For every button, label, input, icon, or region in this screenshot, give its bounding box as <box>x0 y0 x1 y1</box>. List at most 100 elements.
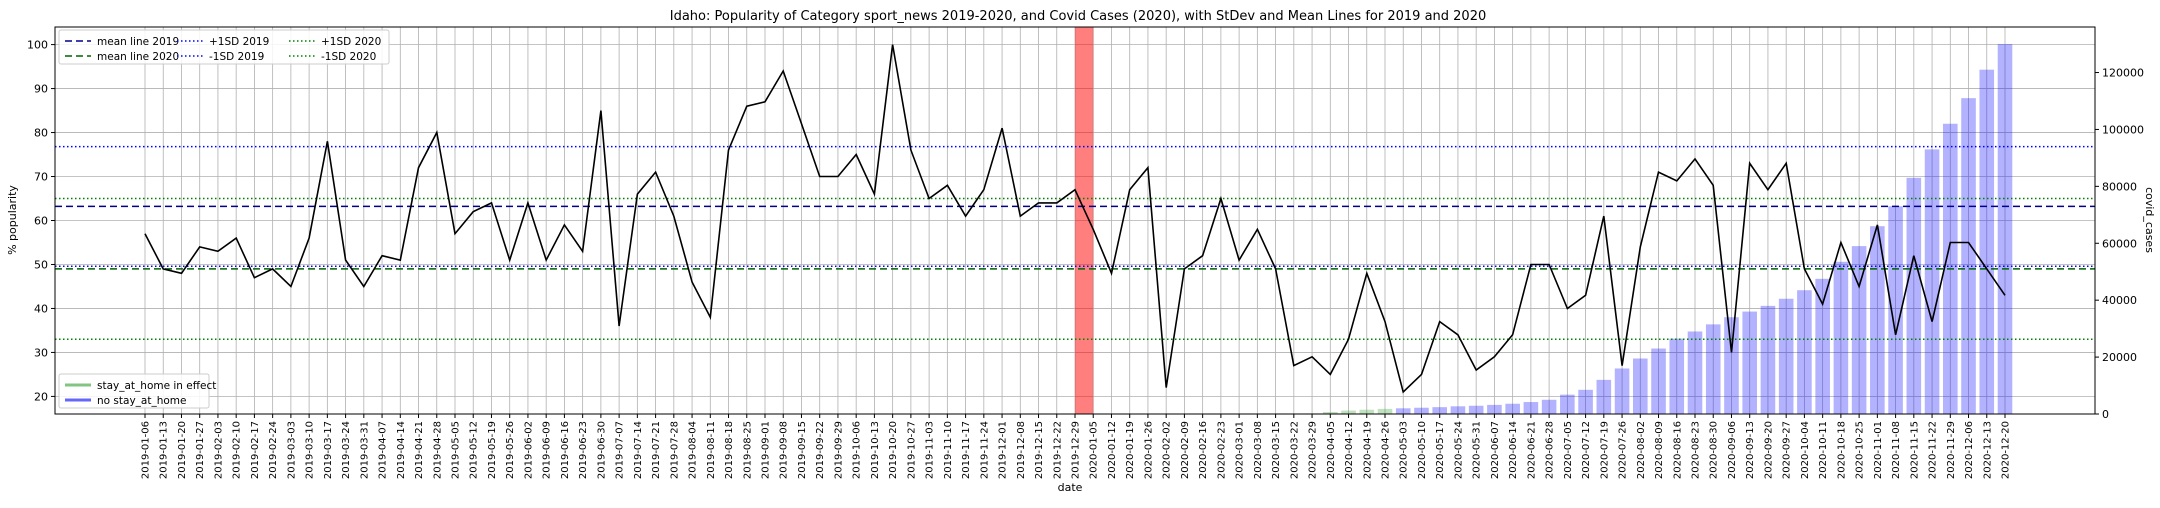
x-tick-label: 2019-01-06 <box>141 421 152 479</box>
y-tick-label: 70 <box>34 171 48 184</box>
x-tick-label: 2019-03-31 <box>359 421 370 479</box>
covid-bar <box>1541 399 1557 414</box>
x-tick-label: 2019-11-10 <box>943 421 954 479</box>
covid-bar <box>1997 44 2013 415</box>
x-tick-label: 2020-11-29 <box>1946 421 1957 479</box>
covid-bar <box>1705 324 1721 414</box>
x-tick-label: 2019-08-11 <box>706 421 717 479</box>
x-tick-label: 2020-06-07 <box>1490 421 1501 479</box>
x-tick-label: 2020-10-04 <box>1800 421 1811 479</box>
holiday-highlight-band <box>1075 27 1094 414</box>
x-tick-label: 2019-06-23 <box>578 421 589 479</box>
x-tick-label: 2020-05-17 <box>1435 421 1446 479</box>
covid-bar <box>1651 348 1666 414</box>
x-tick-label: 2020-10-18 <box>1836 421 1847 479</box>
x-tick-label: 2019-03-24 <box>341 421 352 479</box>
covid-bar <box>1815 278 1830 414</box>
covid-bar <box>1687 331 1703 414</box>
x-tick-label: 2020-06-28 <box>1545 421 1556 479</box>
x-tick-label: 2020-04-12 <box>1344 421 1355 479</box>
covid-bar <box>1742 311 1757 414</box>
x-tick-label: 2020-12-06 <box>1964 421 1975 479</box>
x-tick-label: 2019-08-25 <box>742 421 753 479</box>
covid-bar <box>1450 406 1466 414</box>
x-tick-label: 2020-08-30 <box>1709 421 1720 479</box>
x-tick-label: 2019-04-21 <box>414 421 425 479</box>
y2-tick-label: 80000 <box>2102 180 2137 193</box>
x-tick-label: 2020-06-21 <box>1526 421 1537 479</box>
covid-bar <box>1888 206 1903 414</box>
legend-layer: mean line 2019 mean line 2020 +1SD 2019 -1S… <box>58 29 390 409</box>
covid-bar <box>1341 410 1356 414</box>
y2-tick-label: 100000 <box>2102 123 2144 136</box>
y-tick-label: 30 <box>34 346 48 359</box>
x-tick-label: 2020-04-05 <box>1326 421 1337 479</box>
x-tick-label: 2020-01-05 <box>1089 421 1100 479</box>
y-tick-label: 40 <box>34 302 48 315</box>
x-tick-label: 2019-07-28 <box>669 421 680 479</box>
covid-bar <box>1906 177 1922 414</box>
x-tick-label: 2019-10-06 <box>852 421 863 479</box>
legend-bottom-label: no stay_at_home <box>97 395 186 407</box>
popularity-line-layer <box>144 44 2006 394</box>
x-tick-label: 2020-07-12 <box>1581 421 1592 479</box>
covid-bar <box>1614 368 1630 414</box>
legend-top-label: mean line 2019 <box>97 36 179 48</box>
covid-bar <box>1377 408 1393 414</box>
x-tick-label: 2019-05-19 <box>487 421 498 479</box>
x-tick-label: 2019-05-05 <box>451 421 462 479</box>
x-tick-label: 2020-09-13 <box>1745 421 1756 479</box>
x-tick-label: 2019-04-07 <box>378 421 389 479</box>
x-tick-label: 2019-09-08 <box>779 421 790 479</box>
x-tick-label: 2019-10-20 <box>888 421 899 479</box>
chart-title: Idaho: Popularity of Category sport_news… <box>670 9 1487 24</box>
x-tick-label: 2019-12-08 <box>1016 421 1027 479</box>
legend-top-label: +1SD 2020 <box>321 36 381 48</box>
covid-bar <box>1578 389 1593 414</box>
legend-top-label: -1SD 2019 <box>209 51 264 63</box>
x-tick-label: 2019-01-27 <box>195 421 206 479</box>
covid-bar <box>1669 338 1685 414</box>
y-tick-label: 20 <box>34 390 48 403</box>
x-tick-label: 2019-03-17 <box>323 421 334 479</box>
x-tick-label: 2020-02-02 <box>1162 421 1173 479</box>
covid-bar <box>1505 403 1520 414</box>
x-tick-label: 2020-04-19 <box>1362 421 1373 479</box>
covid-bar <box>1724 317 1739 414</box>
x-tick-label: 2019-10-27 <box>906 421 917 479</box>
x-tick-label: 2020-07-26 <box>1618 421 1629 479</box>
legend-bottom-label: stay_at_home in effect <box>97 380 216 392</box>
x-tick-label: 2020-03-08 <box>1253 421 1264 479</box>
covid-bar <box>1760 305 1776 414</box>
covid-bar <box>1432 407 1447 414</box>
covid-bar <box>1468 405 1484 414</box>
covid-bar <box>1797 290 1812 414</box>
y2-tick-label: 60000 <box>2102 237 2137 250</box>
y2-tick-label: 0 <box>2102 408 2109 421</box>
x-tick-label: 2019-02-17 <box>250 421 261 479</box>
covid-bar <box>1523 402 1539 414</box>
x-tick-label: 2019-06-02 <box>523 421 534 479</box>
x-tick-label: 2019-09-22 <box>815 421 826 479</box>
x-tick-label: 2020-07-19 <box>1599 421 1610 479</box>
y-tick-label: 90 <box>34 83 48 96</box>
x-tick-label: 2020-05-10 <box>1417 421 1428 479</box>
x-tick-label: 2019-12-22 <box>1052 421 1063 479</box>
x-tick-label: 2020-09-06 <box>1727 421 1738 479</box>
x-tick-label: 2019-11-24 <box>979 421 990 479</box>
x-tick-label: 2020-05-31 <box>1472 421 1483 479</box>
y-tick-label: 100 <box>27 39 48 52</box>
x-tick-label: 2020-10-11 <box>1818 421 1829 479</box>
x-tick-label: 2019-07-14 <box>633 421 644 479</box>
x-tick-label: 2020-03-22 <box>1289 421 1300 479</box>
x-tick-label: 2019-12-29 <box>1071 421 1082 479</box>
x-tick-label: 2020-09-27 <box>1782 421 1793 479</box>
x-tick-label: 2020-05-24 <box>1453 421 1464 479</box>
x-tick-label: 2019-03-03 <box>286 421 297 479</box>
x-tick-label: 2019-11-03 <box>925 421 936 479</box>
x-tick-label: 2020-03-01 <box>1235 421 1246 479</box>
covid-bar <box>1487 404 1502 414</box>
x-tick-label: 2019-02-24 <box>268 421 279 479</box>
x-tick-label: 2019-05-26 <box>505 421 516 479</box>
